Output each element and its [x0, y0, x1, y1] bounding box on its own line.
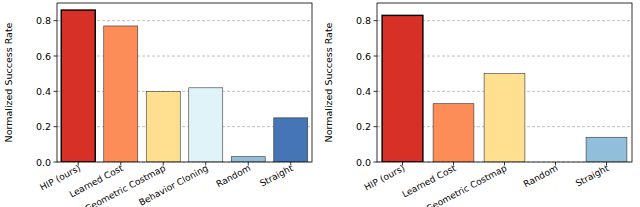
x-tick-label: Random [522, 163, 560, 189]
tick [374, 56, 378, 57]
bar [146, 91, 180, 162]
tick-label: 0.6 [36, 51, 51, 62]
bar [189, 88, 223, 162]
tick [54, 162, 58, 163]
tick [54, 56, 58, 57]
bar [274, 118, 308, 162]
tick [374, 91, 378, 92]
tick-label: 0.2 [356, 121, 371, 132]
x-tick-label: Random [215, 163, 253, 189]
bars [382, 15, 627, 162]
tick [374, 20, 378, 21]
panel: 0.00.20.40.60.8HIP (ours)Learned CostGeo… [3, 3, 312, 207]
tick-label: 0.6 [356, 51, 371, 62]
bar [61, 10, 95, 162]
tick-label: 0.0 [36, 157, 51, 168]
x-tick-label: HIP (ours) [363, 163, 407, 193]
bar [382, 15, 423, 162]
bar [586, 137, 627, 162]
x-tick-label: Geometric Costmap [424, 163, 508, 207]
bars [61, 10, 308, 162]
bar [231, 157, 265, 162]
tick-label: 0.4 [356, 86, 371, 97]
bar [104, 26, 138, 162]
tick-label: 0.8 [36, 15, 51, 26]
frame [377, 3, 632, 162]
bar [484, 74, 525, 162]
tick-label: 0.2 [36, 121, 51, 132]
x-tick-label: Straight [574, 163, 611, 189]
tick [374, 126, 378, 127]
tick [54, 20, 58, 21]
chart: 0.00.20.40.60.8HIP (ours)Learned CostGeo… [0, 0, 640, 207]
tick [374, 162, 378, 163]
frame [57, 3, 312, 162]
x-tick-label: Straight [258, 163, 295, 189]
x-tick-label: Behavior Cloning [137, 163, 209, 207]
y-axis-label: Normalized Success Rate [3, 22, 14, 142]
tick [54, 91, 58, 92]
tick-label: 0.0 [356, 157, 371, 168]
y-axis-label: Normalized Success Rate [323, 22, 334, 142]
tick-label: 0.4 [36, 86, 51, 97]
panel: 0.00.20.40.60.8HIP (ours)Learned CostGeo… [323, 3, 632, 207]
tick-label: 0.8 [356, 15, 371, 26]
tick [54, 126, 58, 127]
bar [433, 104, 474, 162]
